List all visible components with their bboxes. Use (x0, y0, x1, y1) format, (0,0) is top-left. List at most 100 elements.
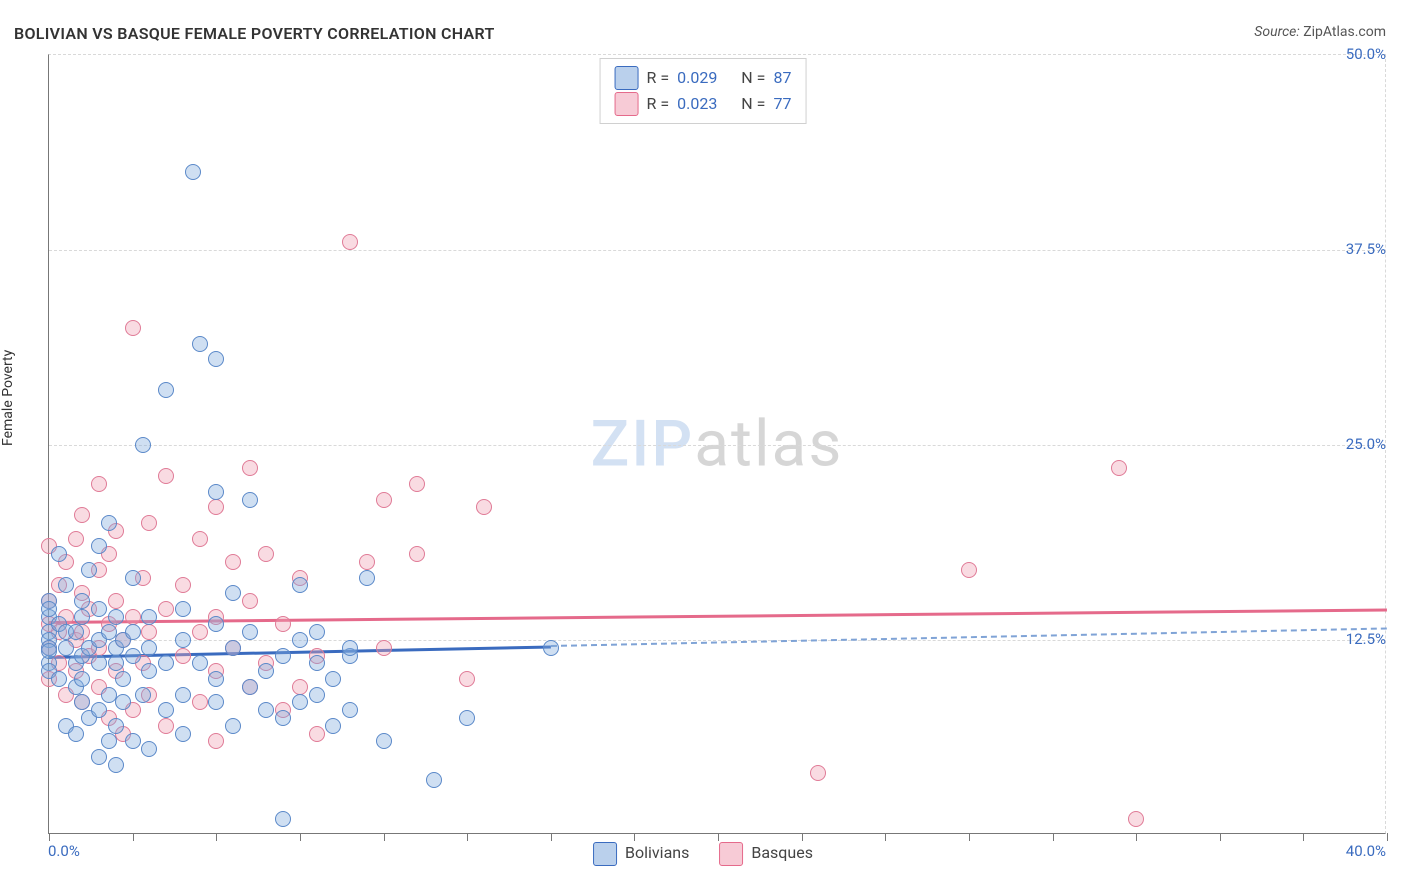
legend-bolivians-n: 87 (773, 65, 791, 91)
data-point (175, 632, 191, 648)
data-point (175, 601, 191, 617)
x-tick (802, 833, 803, 841)
data-point (309, 655, 325, 671)
data-point (376, 492, 392, 508)
x-tick (49, 833, 50, 841)
data-point (108, 593, 124, 609)
data-point (242, 492, 258, 508)
x-tick (969, 833, 970, 841)
x-tick (1053, 833, 1054, 841)
data-point (192, 624, 208, 640)
data-point (342, 702, 358, 718)
data-point (91, 538, 107, 554)
data-point (342, 234, 358, 250)
data-point (175, 577, 191, 593)
data-point (74, 671, 90, 687)
x-tick (300, 833, 301, 841)
legend-N-label-2: N = (741, 91, 765, 117)
data-point (208, 499, 224, 515)
data-point (101, 515, 117, 531)
swatch-pink-icon-2 (719, 842, 743, 866)
chart-container: BOLIVIAN VS BASQUE FEMALE POVERTY CORREL… (0, 0, 1406, 892)
data-point (158, 702, 174, 718)
legend-row-bolivians: R = 0.029 N = 87 (615, 65, 792, 91)
x-tick (1136, 833, 1137, 841)
data-point (115, 694, 131, 710)
data-point (208, 733, 224, 749)
chart-title: BOLIVIAN VS BASQUE FEMALE POVERTY CORREL… (14, 24, 495, 43)
x-tick (1303, 833, 1304, 841)
legend-R-label-2: R = (647, 91, 670, 117)
data-point (225, 554, 241, 570)
x-tick (1220, 833, 1221, 841)
data-point (309, 726, 325, 742)
watermark-atlas: atlas (694, 407, 843, 482)
x-tick (885, 833, 886, 841)
data-point (359, 570, 375, 586)
data-point (108, 718, 124, 734)
legend-basques-r: 0.023 (677, 91, 717, 117)
data-point (208, 351, 224, 367)
data-point (225, 585, 241, 601)
data-point (325, 671, 341, 687)
legend-basques-n: 77 (773, 91, 791, 117)
data-point (426, 772, 442, 788)
data-point (125, 570, 141, 586)
data-point (141, 663, 157, 679)
plot-area: ZIPatlas (48, 54, 1386, 834)
data-point (91, 655, 107, 671)
legend-basques-label: Basques (751, 843, 813, 862)
data-point (141, 741, 157, 757)
data-point (1128, 811, 1144, 827)
data-point (275, 811, 291, 827)
data-point (292, 577, 308, 593)
watermark-zip: ZIP (591, 407, 695, 482)
data-point (376, 640, 392, 656)
legend-bolivians-label: Bolivians (625, 843, 689, 862)
data-point (108, 655, 124, 671)
x-tick (384, 833, 385, 841)
data-point (208, 616, 224, 632)
data-point (376, 733, 392, 749)
y-tick-label: 25.0% (1346, 435, 1386, 453)
data-point (309, 687, 325, 703)
data-point (185, 164, 201, 180)
data-point (141, 624, 157, 640)
data-point (158, 601, 174, 617)
data-point (74, 593, 90, 609)
data-point (68, 531, 84, 547)
y-tick-label: 12.5% (1346, 630, 1386, 648)
data-point (409, 476, 425, 492)
x-tick-max-label: 40.0% (1346, 842, 1386, 860)
data-point (158, 468, 174, 484)
data-point (51, 671, 67, 687)
data-point (961, 562, 977, 578)
data-point (108, 609, 124, 625)
data-point (41, 601, 57, 617)
data-point (74, 694, 90, 710)
data-point (108, 757, 124, 773)
data-point (309, 624, 325, 640)
data-point (459, 671, 475, 687)
data-point (409, 546, 425, 562)
swatch-blue-icon-2 (593, 842, 617, 866)
data-point (115, 671, 131, 687)
y-tick-label: 37.5% (1346, 240, 1386, 258)
data-point (459, 710, 475, 726)
data-point (125, 733, 141, 749)
data-point (68, 726, 84, 742)
data-point (135, 687, 151, 703)
data-point (275, 710, 291, 726)
legend-basques: Basques (719, 842, 813, 866)
data-point (58, 640, 74, 656)
data-point (325, 718, 341, 734)
data-point (175, 648, 191, 664)
x-tick (1387, 833, 1388, 841)
legend-series: Bolivians Basques (593, 842, 813, 866)
data-point (208, 694, 224, 710)
data-point (292, 694, 308, 710)
data-point (543, 640, 559, 656)
data-point (74, 609, 90, 625)
data-point (242, 679, 258, 695)
data-point (242, 593, 258, 609)
